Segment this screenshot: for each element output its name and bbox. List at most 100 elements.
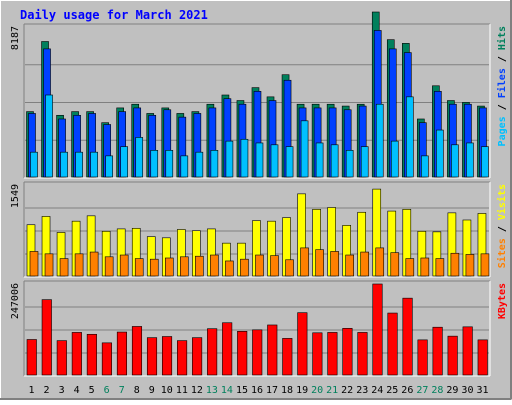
day-label-27: 27	[416, 385, 428, 396]
sites-bar-day-20	[315, 249, 324, 277]
kbytes-bar-day-21-fill	[327, 332, 338, 376]
kbytes-bar-day-11	[177, 340, 188, 376]
chart-title: Daily usage for March 2021	[20, 8, 208, 22]
sites-bar-day-13-fill	[210, 254, 219, 277]
pages-bar-day-13-fill	[210, 150, 219, 178]
day-label-10: 10	[161, 385, 173, 396]
kbytes-bar-day-13	[207, 328, 218, 376]
kbytes-bar-day-1	[26, 339, 37, 376]
pages-bar-day-3-fill	[60, 151, 68, 178]
pages-bar-day-24	[375, 103, 384, 178]
pages-bar-day-30-fill	[466, 142, 474, 178]
legend-separator: /	[497, 50, 508, 68]
pages-bar-day-9	[150, 150, 159, 178]
sites-bar-day-14	[225, 260, 234, 277]
kbytes-bar-day-8	[131, 326, 143, 376]
pages-bar-day-4	[75, 151, 83, 178]
pages-bar-day-15-fill	[240, 138, 249, 178]
kbytes-bar-day-24	[372, 283, 383, 376]
sites-bar-day-13	[210, 254, 219, 277]
day-label-4: 4	[74, 385, 80, 396]
sites-bar-day-11	[180, 256, 189, 277]
kbytes-bar-day-20-fill	[312, 332, 323, 376]
sites-bar-day-23-fill	[360, 251, 370, 277]
kbytes-bar-day-18	[282, 338, 293, 376]
pages-bar-day-28	[436, 129, 444, 178]
sites-bar-day-18-fill	[285, 259, 294, 277]
pages-bar-day-24-fill	[375, 103, 384, 178]
sites-bar-day-1	[29, 251, 39, 277]
pages-bar-day-6	[105, 155, 113, 178]
sites-bar-day-14-fill	[225, 260, 234, 277]
day-label-28: 28	[431, 385, 443, 396]
sites-bar-day-24	[375, 247, 385, 277]
sites-bar-day-10-fill	[164, 257, 174, 277]
sites-bar-day-11-fill	[180, 256, 189, 277]
kbytes-bar-day-12-fill	[192, 337, 203, 376]
day-label-17: 17	[266, 385, 278, 396]
day-label-21: 21	[326, 385, 338, 396]
sites-bar-day-3	[59, 258, 69, 277]
day-label-2: 2	[44, 385, 50, 396]
pages-bar-day-14-fill	[225, 140, 234, 178]
kbytes-bar-day-20	[312, 332, 323, 376]
day-label-19: 19	[296, 385, 308, 396]
kbytes-bar-day-19-fill	[297, 312, 308, 376]
panel-2-ymax-label: 247006	[10, 283, 21, 319]
sites-bar-day-5-fill	[89, 251, 99, 277]
pages-bar-day-10	[165, 150, 174, 178]
kbytes-bar-day-30-fill	[462, 326, 473, 376]
pages-bar-day-2-fill	[45, 94, 53, 178]
day-label-7: 7	[119, 385, 125, 396]
pages-bar-day-18	[285, 146, 294, 178]
panel-2-legend: KBytes	[497, 283, 508, 319]
pages-bar-day-23-fill	[360, 146, 369, 178]
kbytes-bar-day-3	[56, 340, 67, 376]
sites-bar-day-5	[89, 251, 99, 277]
sites-bar-day-6-fill	[104, 256, 114, 277]
sites-bar-day-27	[420, 257, 430, 277]
sites-bar-day-31-fill	[480, 253, 490, 277]
kbytes-bar-day-2-fill	[41, 299, 52, 376]
pages-bar-day-21	[330, 144, 339, 178]
day-label-25: 25	[386, 385, 398, 396]
day-label-20: 20	[311, 385, 323, 396]
kbytes-bar-day-29-fill	[447, 335, 458, 376]
day-label-29: 29	[446, 385, 458, 396]
day-label-23: 23	[356, 385, 368, 396]
pages-bar-day-29-fill	[451, 144, 459, 178]
kbytes-bar-day-22	[342, 328, 353, 376]
kbytes-bar-day-26	[402, 297, 413, 376]
kbytes-bar-day-14-fill	[222, 322, 233, 376]
pages-bar-day-21-fill	[330, 144, 339, 178]
pages-bar-day-7	[120, 146, 128, 178]
kbytes-bar-day-16-fill	[252, 329, 263, 376]
pages-bar-day-12	[195, 151, 204, 178]
pages-bar-day-26	[406, 96, 414, 178]
pages-bar-day-10-fill	[165, 150, 174, 178]
day-label-9: 9	[149, 385, 155, 396]
kbytes-bar-day-4	[71, 332, 82, 376]
sites-bar-day-21-fill	[330, 251, 339, 277]
pages-bar-day-22	[345, 150, 354, 178]
pages-bar-day-19-fill	[300, 120, 309, 178]
kbytes-bar-day-29	[447, 335, 458, 376]
kbytes-bar-day-10-fill	[161, 336, 173, 376]
kbytes-bar-day-6-fill	[101, 342, 112, 376]
kbytes-bar-day-14	[222, 322, 233, 376]
pages-bar-day-8-fill	[135, 137, 144, 178]
sites-bar-day-20-fill	[315, 249, 324, 277]
day-label-15: 15	[236, 385, 248, 396]
pages-bar-day-31-fill	[481, 146, 489, 178]
sites-bar-day-17	[270, 255, 279, 277]
pages-bar-day-31	[481, 146, 489, 178]
kbytes-bar-day-17	[267, 324, 278, 376]
sites-bar-day-24-fill	[375, 247, 385, 277]
kbytes-bar-day-7-fill	[116, 331, 127, 376]
pages-bar-day-9-fill	[150, 150, 159, 178]
kbytes-bar-day-9	[146, 337, 158, 376]
kbytes-bar-day-7	[116, 331, 127, 376]
pages-bar-day-29	[451, 144, 459, 178]
sites-bar-day-9-fill	[149, 258, 159, 277]
pages-bar-day-6-fill	[105, 155, 113, 178]
